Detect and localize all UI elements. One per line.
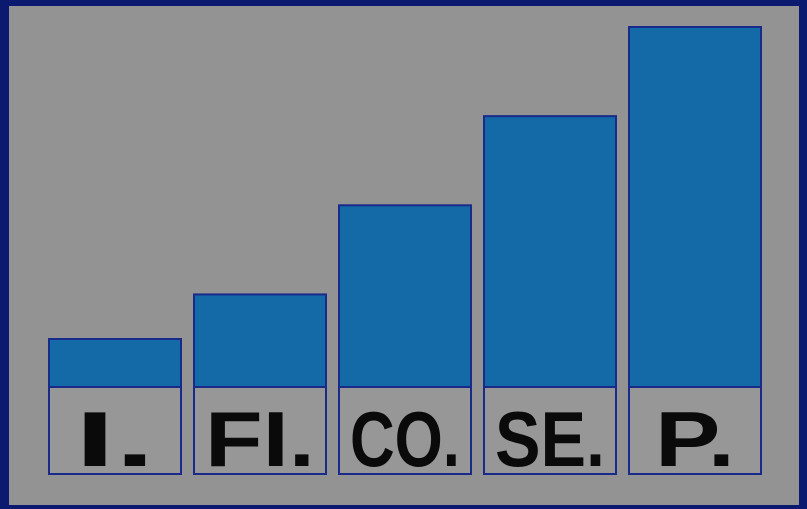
bar-i [48, 338, 182, 388]
bar-se [483, 115, 617, 389]
bar-group-fi: FI. [193, 293, 327, 483]
bar-co [338, 204, 472, 388]
label-box-se [483, 386, 617, 475]
bar-group-i: I. [48, 338, 182, 483]
category-label-co: CO. [350, 395, 460, 483]
label-box-p [628, 386, 762, 475]
bar-p [628, 26, 762, 388]
category-label-se: SE. [495, 395, 605, 483]
label-box-co [338, 386, 472, 475]
bar-group-se: SE. [483, 115, 617, 483]
label-box-i [48, 386, 182, 475]
bar-group-co: CO. [338, 204, 472, 483]
category-label-fi: FI. [205, 395, 315, 483]
bar-fi [193, 293, 327, 388]
category-label-p: P. [655, 395, 735, 483]
bar-group-p: P. [628, 26, 762, 483]
label-box-fi [193, 386, 327, 475]
category-label-i: I. [75, 395, 155, 483]
